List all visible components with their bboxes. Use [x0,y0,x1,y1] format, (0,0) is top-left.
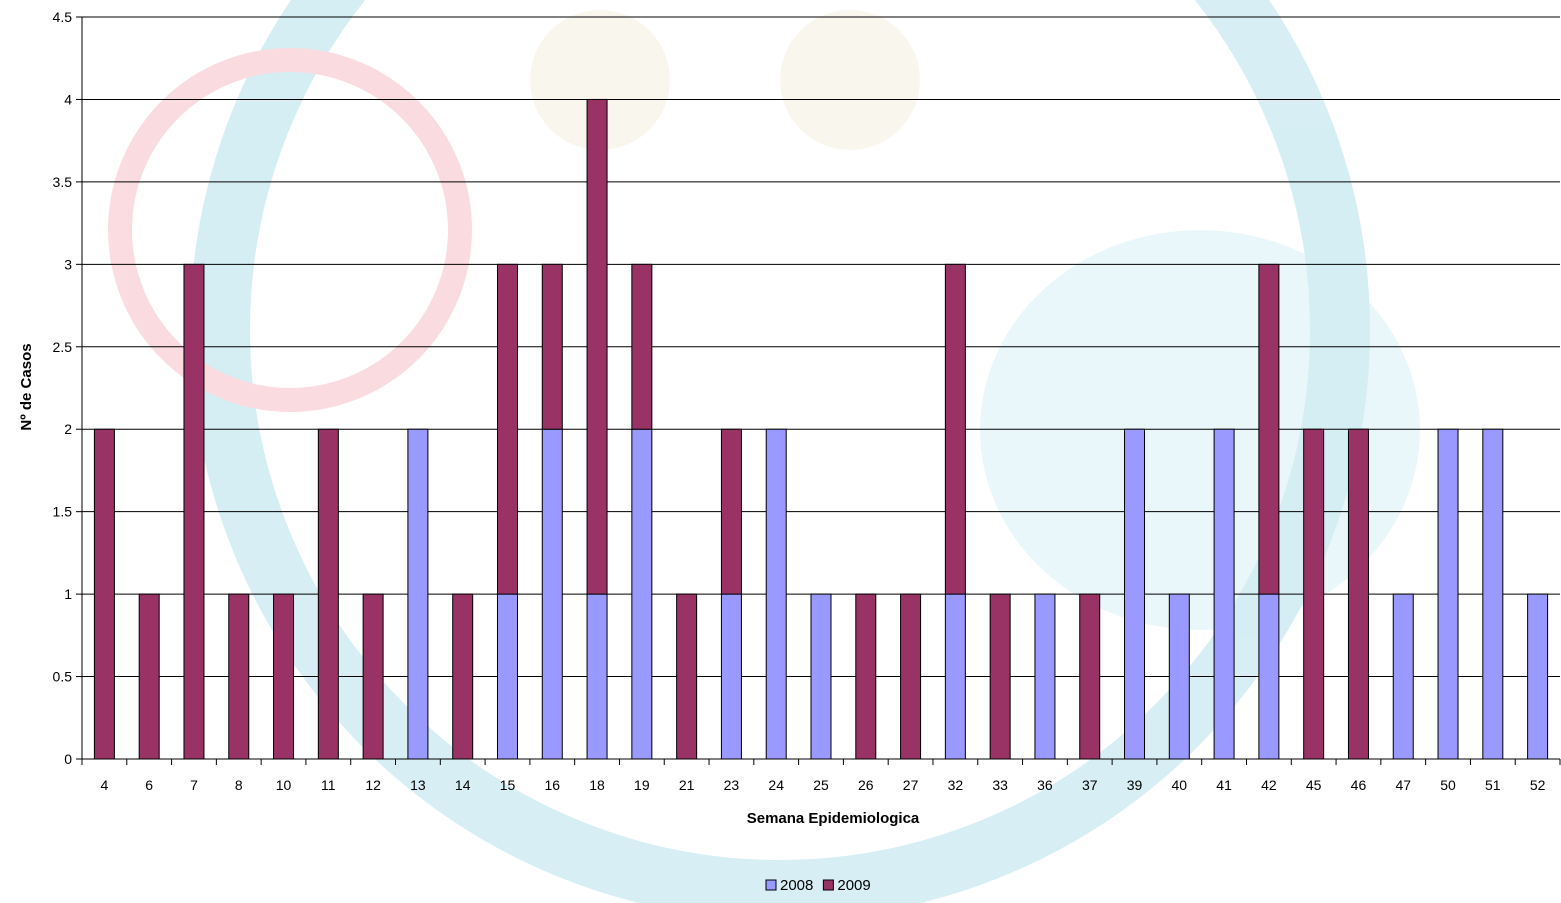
bar-2009-week-10 [273,593,295,760]
y-axis-title: Nº de Casos [18,343,35,430]
bar-2008-week-19 [631,428,653,760]
x-tick-label: 15 [500,777,516,793]
y-tick-label: 4 [64,91,72,107]
y-tick-label: 2.5 [53,339,73,355]
y-tick-label: 1 [64,586,72,602]
x-tick-label: 41 [1216,777,1232,793]
bar-2009-week-26 [855,593,877,760]
x-tick-label: 32 [948,777,964,793]
x-tick-label: 24 [768,777,784,793]
bar-2008-week-25 [810,593,832,760]
bar-2009-week-14 [452,593,474,760]
bars [93,98,1549,760]
bar-2009-week-21 [676,593,698,760]
bar-2008-week-15 [496,593,518,760]
x-tick-label: 51 [1485,777,1501,793]
x-tick-label: 46 [1351,777,1367,793]
y-tick-label: 1.5 [53,504,73,520]
bar-2008-week-36 [1034,593,1056,760]
x-tick-label: 18 [589,777,605,793]
x-tick-label: 6 [145,777,153,793]
x-tick-label: 16 [544,777,560,793]
x-tick-label: 37 [1082,777,1098,793]
bar-2008-week-42 [1258,593,1280,760]
legend: 2008 2009 [765,877,871,894]
x-tick-label: 39 [1127,777,1143,793]
legend-label-2009: 2009 [837,877,870,894]
x-tick-label: 52 [1530,777,1546,793]
y-tick-labels: 0 0.5 1 1.5 2 2.5 3 3.5 4 4.5 [53,9,73,767]
bar-2009-week-11 [317,428,339,760]
bar-2008-week-47 [1392,593,1414,760]
legend-swatch-2008 [765,879,777,891]
bar-2009-week-8 [228,593,250,760]
bar-2008-week-40 [1168,593,1190,760]
legend-label-2008: 2008 [780,877,813,894]
bar-2008-week-18 [586,593,608,760]
bar-2009-week-23 [720,428,742,595]
bar-2009-week-18 [586,98,608,595]
bar-2008-week-51 [1482,428,1504,760]
bar-2009-week-15 [496,263,518,595]
x-tick-label: 14 [455,777,471,793]
x-tick-label: 42 [1261,777,1277,793]
x-tick-label: 25 [813,777,829,793]
y-tick-label: 0.5 [53,669,73,685]
x-tick-label: 33 [992,777,1008,793]
bar-2009-week-45 [1303,428,1325,760]
bar-2009-week-46 [1347,428,1369,760]
bar-2008-week-23 [720,593,742,760]
x-tick-labels: 4 6 7 8 10 11 12 13 14 15 16 18 19 21 23 24 25 26 27 32 33 36… [100,777,1545,793]
bar-2008-week-50 [1437,428,1459,760]
bar-2008-week-24 [765,428,787,760]
x-tick-label: 19 [634,777,650,793]
y-tick-label: 4.5 [53,9,73,25]
x-axis-title: Semana Epidemiologica [747,810,920,827]
y-tick-label: 3 [64,256,72,272]
x-tick-label: 13 [410,777,426,793]
bar-2008-week-16 [541,428,563,760]
bar-2009-week-4 [93,428,115,760]
bar-2009-week-33 [989,593,1011,760]
bar-2008-week-52 [1527,593,1549,760]
bar-2008-week-39 [1124,428,1146,760]
x-tick-label: 8 [235,777,243,793]
x-tick-label: 11 [321,777,336,793]
x-tick-label: 36 [1037,777,1053,793]
x-tick-label: 26 [858,777,874,793]
bar-2009-week-19 [631,263,653,430]
x-tick-label: 50 [1440,777,1456,793]
bar-2009-week-16 [541,263,563,430]
y-tick-label: 2 [64,421,72,437]
axes [81,17,1561,765]
bar-2008-week-32 [944,593,966,760]
bar-2009-week-27 [900,593,922,760]
bar-2009-week-42 [1258,263,1280,595]
bar-2009-week-12 [362,593,384,760]
x-tick-label: 12 [365,777,381,793]
bar-2009-week-7 [183,263,205,760]
x-tick-label: 21 [679,777,695,793]
y-tick-label: 3.5 [53,174,73,190]
x-tick-label: 27 [903,777,919,793]
x-tick-label: 45 [1306,777,1322,793]
bar-2008-week-41 [1213,428,1235,760]
x-tick-label: 7 [190,777,198,793]
bar-2009-week-32 [944,263,966,595]
x-tick-label: 10 [276,777,292,793]
bar-2009-week-37 [1079,593,1101,760]
y-tick-label: 0 [64,751,72,767]
bar-2009-week-6 [138,593,160,760]
bar-2008-week-13 [407,428,429,760]
x-tick-label: 23 [724,777,740,793]
x-tick-label: 40 [1172,777,1188,793]
x-tick-label: 47 [1395,777,1411,793]
legend-swatch-2009 [822,879,834,891]
x-tick-label: 4 [100,777,108,793]
